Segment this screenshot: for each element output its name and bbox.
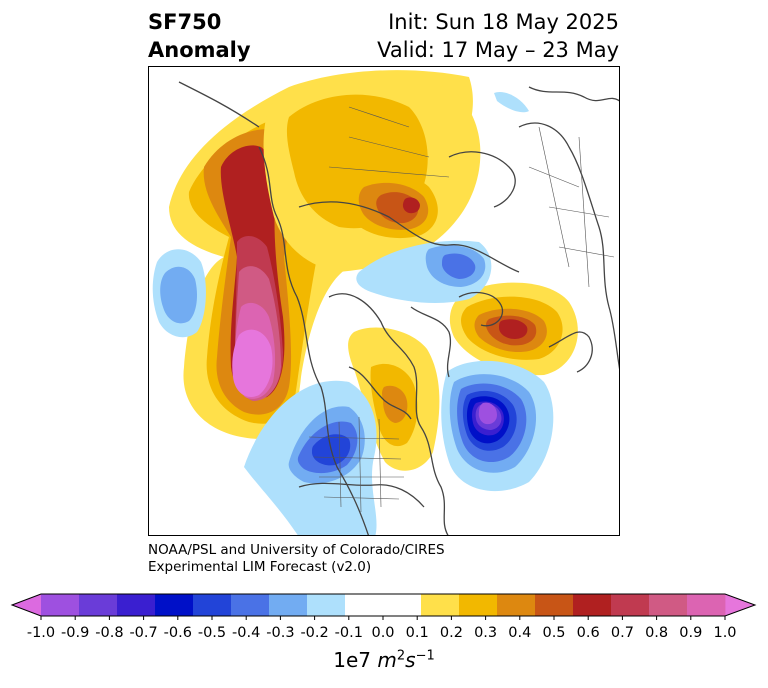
colorbar-tick-label: -0.5: [198, 625, 226, 641]
map-panel: [148, 66, 620, 536]
colorbar-tick-label: -0.1: [335, 625, 363, 641]
colorbar-swatch: [421, 594, 460, 616]
colorbar-tick-label: 0.2: [440, 625, 463, 641]
anomaly-ridge-atlantic: [449, 282, 578, 376]
colorbar-tick-label: -0.9: [61, 625, 89, 641]
title-right: Init: Sun 18 May 2025 Valid: 17 May – 23…: [377, 8, 619, 64]
colorbar: -1.0 -0.9 -0.8 -0.7 -0.6 -0.5 -0.4 -0.3 -0.2 -0.1…: [10, 593, 757, 641]
colorbar-swatch: [79, 594, 118, 616]
colorbar-label-exp-1: 2: [396, 648, 406, 664]
colorbar-tick-label: -0.2: [300, 625, 328, 641]
colorbar-over-arrow: [725, 594, 755, 616]
colorbar-label-unit-m: m: [377, 648, 397, 672]
colorbar-tick-label: 0.3: [474, 625, 497, 641]
colorbar-tick-label: 0.4: [508, 625, 531, 641]
colorbar-tick-label: -0.3: [266, 625, 294, 641]
colorbar-swatch: [155, 594, 194, 616]
colorbar-tick-label: -0.7: [129, 625, 157, 641]
colorbar-tick-label: -1.0: [27, 625, 55, 641]
colorbar-label-exp-2: −1: [415, 648, 435, 664]
colorbar-tick-label: 0.5: [542, 625, 565, 641]
colorbar-swatch: [649, 594, 688, 616]
anomaly-trough-pacific: [152, 249, 206, 338]
valid-range: Valid: 17 May – 23 May: [377, 38, 619, 62]
colorbar-tick-label: 0.1: [406, 625, 429, 641]
credit: NOAA/PSL and University of Colorado/CIRE…: [148, 542, 445, 576]
colorbar-tick-label: 0.7: [611, 625, 634, 641]
colorbar-swatch: [535, 594, 574, 616]
colorbar-tick-label: -0.8: [95, 625, 123, 641]
colorbar-swatch: [345, 594, 384, 616]
colorbar-tick-label: -0.6: [164, 625, 192, 641]
variable-name: SF750: [148, 10, 222, 34]
colorbar-tick-label: 0.0: [371, 625, 394, 641]
credit-line-1: NOAA/PSL and University of Colorado/CIRE…: [148, 542, 445, 558]
colorbar-swatch: [117, 594, 156, 616]
colorbar-tick-label: 0.9: [679, 625, 702, 641]
anomaly-trough-atlantic: [441, 360, 554, 492]
colorbar-swatch: [459, 594, 498, 616]
state-borders: [308, 106, 615, 513]
anomaly-ridge-arctic: [263, 76, 481, 272]
coastlines: [178, 81, 619, 535]
colorbar-tick-label: 1.0: [713, 625, 736, 641]
credit-line-2: Experimental LIM Forecast (v2.0): [148, 559, 372, 575]
colorbar-swatch: [231, 594, 270, 616]
colorbar-swatch: [41, 594, 80, 616]
colorbar-swatch: [383, 594, 422, 616]
colorbar-swatch: [497, 594, 536, 616]
field-type: Anomaly: [148, 38, 251, 62]
colorbar-tick-label: -0.4: [232, 625, 260, 641]
colorbar-label-unit-s: s: [405, 648, 416, 672]
colorbar-swatch: [573, 594, 612, 616]
colorbar-under-arrow: [12, 594, 41, 616]
colorbar-swatch: [193, 594, 232, 616]
colorbar-tick-label: 0.6: [577, 625, 600, 641]
colorbar-tick-label: 0.8: [645, 625, 668, 641]
anomaly-map: [152, 70, 619, 535]
colorbar-swatch: [307, 594, 346, 616]
init-date: Init: Sun 18 May 2025: [388, 10, 619, 34]
colorbar-label-scale: 1e7: [333, 648, 378, 672]
colorbar-label: 1e7 m2s−1: [0, 648, 768, 672]
colorbar-swatch: [611, 594, 650, 616]
anomaly-trough-arctic: [356, 91, 529, 303]
colorbar-swatch: [269, 594, 308, 616]
anomaly-trough-west-us: [244, 380, 377, 535]
anomaly-ridge-central: [348, 327, 440, 471]
title-left: SF750 Anomaly: [148, 8, 251, 64]
colorbar-swatch: [687, 594, 726, 616]
